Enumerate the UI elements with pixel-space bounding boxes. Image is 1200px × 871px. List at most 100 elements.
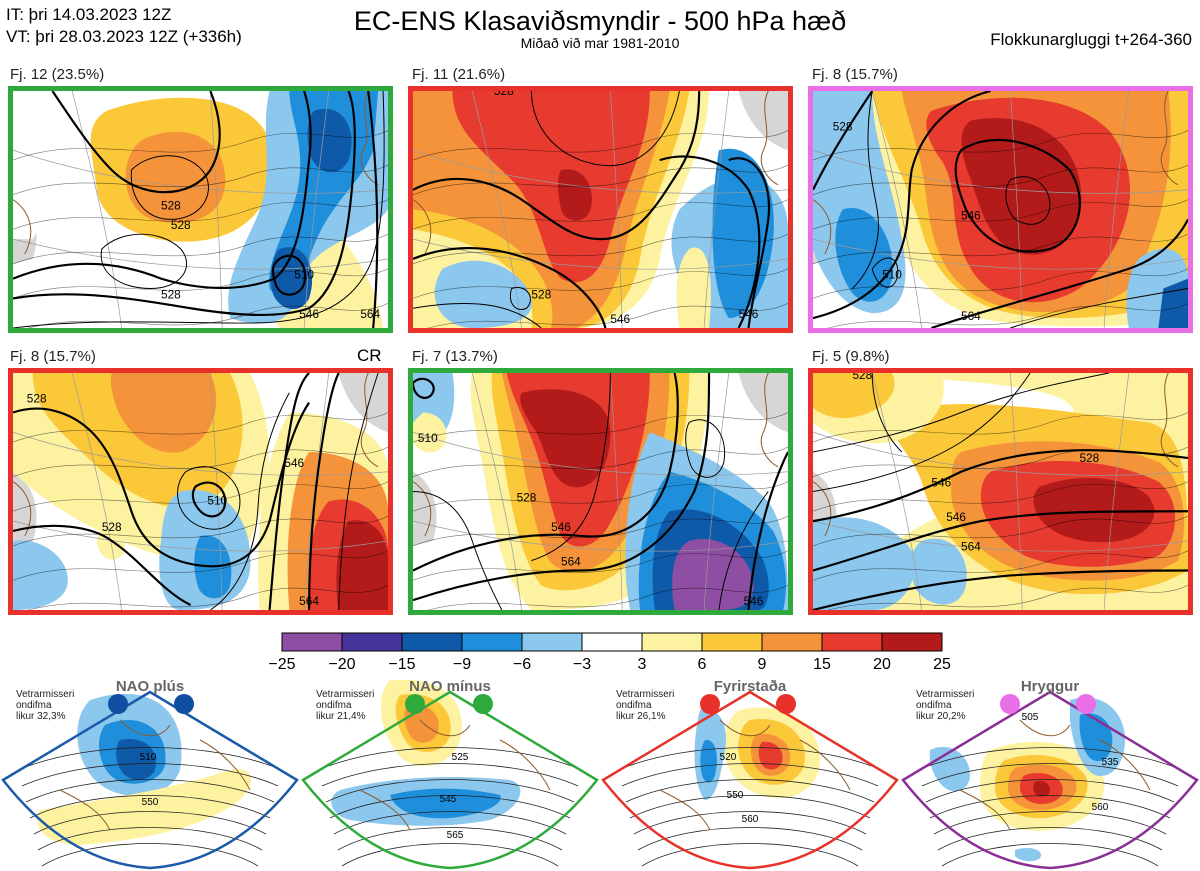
regime-contour (333, 811, 567, 835)
height-contour (871, 257, 899, 288)
height-contour (413, 130, 788, 161)
height-contour (1010, 288, 1188, 328)
colorbar-tick-label: 9 (757, 656, 767, 673)
regime-note-line: likur 32,3% (16, 711, 66, 722)
height-contour (413, 550, 788, 581)
regime-note-line: Vetrarmisseri (616, 689, 675, 700)
cluster-label: Fj. 11 (21.6%) (412, 66, 506, 83)
anomaly-area (1033, 477, 1155, 543)
cluster-map-panel: 528 546 564 546 510 (408, 368, 793, 615)
anomaly-area (125, 131, 226, 223)
anomaly-colorbar (281, 632, 943, 652)
height-contour (827, 585, 1188, 610)
regime-contour (317, 747, 583, 771)
colorbar-tick-label: −15 (388, 656, 416, 673)
contour-label: 546 (299, 307, 319, 321)
contour-label: 528 (161, 287, 181, 301)
regime-note-line: ondifma (616, 700, 652, 711)
regime-contour (637, 827, 863, 851)
cluster-label: Fj. 8 (15.7%) (812, 66, 898, 83)
contour-label: 564 (561, 555, 581, 569)
height-contour (813, 233, 1188, 265)
colorbar-tick-label: −9 (452, 656, 472, 673)
height-contour (813, 515, 1188, 547)
anomaly-area (558, 169, 592, 221)
contour-label: 528 (171, 218, 191, 232)
graticule-line (13, 520, 388, 552)
height-contour (813, 164, 1188, 195)
height-contour (813, 449, 1188, 523)
colorbar-tick-label: 3 (637, 656, 647, 673)
regime-indicator-dot (776, 694, 796, 714)
graticule-line (210, 91, 223, 328)
height-contour (813, 373, 1031, 492)
anomaly-area (413, 412, 447, 453)
contour-label: 564 (299, 594, 319, 608)
colorbar-swatch (761, 632, 823, 652)
coastline (413, 481, 432, 537)
coastline (760, 91, 779, 186)
regime-contour (37, 827, 263, 851)
regime-contour (937, 827, 1163, 851)
regime-note-line: Vetrarmisseri (316, 689, 375, 700)
regime-frame (601, 690, 899, 870)
regime-contour (325, 779, 575, 803)
regime-anomaly-area (37, 769, 251, 845)
regime-sector-map: 505 535 560 (901, 690, 1199, 870)
height-contour (413, 412, 788, 443)
height-contour (13, 130, 388, 161)
height-contour (130, 155, 209, 220)
regime-anomaly-area (1015, 847, 1041, 862)
height-contour (852, 91, 879, 289)
contour-label: 528 (1079, 451, 1099, 465)
cluster-map-panel: 528 546 528 546 564 (808, 368, 1193, 615)
colorbar-swatch (401, 632, 463, 652)
land-shading (413, 471, 437, 546)
anomaly-area (307, 108, 352, 173)
header-run-info: IT: þri 14.03.2023 12Z VT: þri 28.03.202… (6, 4, 242, 48)
height-contour (191, 481, 227, 518)
colorbar-swatch (461, 632, 523, 652)
colorbar-tick-label: 20 (873, 656, 891, 673)
regime-indicator-dot (1000, 694, 1020, 714)
height-contour (931, 218, 1188, 328)
cluster-map: 528 510 528 528 546 564 (13, 91, 388, 328)
height-contour (685, 419, 726, 478)
regime-fields (694, 707, 820, 800)
height-contour (13, 402, 310, 568)
classification-window: Flokkunargluggi t+264-360 (990, 30, 1192, 49)
cluster-label: Fj. 5 (9.8%) (812, 348, 890, 365)
cluster-map: 528 510 528 546 564 (13, 373, 388, 610)
cluster-map: 528 546 564 546 510 (413, 373, 788, 610)
colorbar-tick-label: −20 (328, 656, 356, 673)
height-contour (747, 451, 788, 610)
contour-label: 528 (102, 520, 122, 534)
coastline (360, 91, 379, 186)
anomaly-area (676, 247, 711, 328)
height-contour (531, 373, 611, 562)
graticule-line (71, 373, 122, 610)
contour-label: 528 (494, 91, 514, 98)
colorbar-swatch (521, 632, 583, 652)
regime-contour-label: 565 (447, 830, 464, 841)
colorbar-swatch (881, 632, 943, 652)
regime-contour-label: 505 (1022, 712, 1039, 723)
regime-coastline (959, 719, 1151, 831)
regime-note-line: ondifma (916, 700, 952, 711)
contour-label: 546 (946, 510, 966, 524)
height-contour (413, 373, 679, 572)
height-contour (813, 569, 1188, 610)
contour-label: 546 (284, 456, 304, 470)
regime-contour (925, 779, 1175, 803)
height-contour (367, 91, 379, 328)
regime-contour (921, 763, 1179, 787)
regime-frame (901, 690, 1199, 870)
regime-note-line: likur 20,2% (916, 711, 966, 722)
regime-coastline (659, 719, 851, 831)
height-contour (210, 392, 290, 610)
regime-contour (641, 843, 859, 867)
contour-label: 510 (207, 493, 227, 507)
regime-indicator-dot (405, 694, 425, 714)
graticule-line (413, 238, 788, 270)
cluster-label: Fj. 7 (13.7%) (412, 348, 498, 365)
